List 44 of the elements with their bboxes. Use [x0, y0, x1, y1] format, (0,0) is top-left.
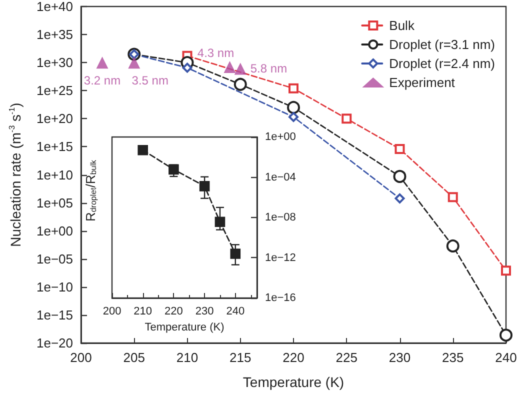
legend-label: Bulk [389, 18, 415, 33]
y-tick-label: 1e−15 [36, 307, 73, 322]
y-tick-label: 1e+15 [36, 139, 73, 154]
y-tick-label: 1e+25 [36, 83, 73, 98]
x-tick-label: 230 [388, 350, 411, 365]
x-axis-title: Temperature (K) [144, 322, 224, 334]
y-tick-label: 1e+30 [36, 55, 73, 70]
y-tick-label: 1e+40 [36, 0, 73, 14]
x-tick-label: 210 [176, 350, 198, 365]
annotation: 3.5 nm [132, 74, 168, 88]
x-tick-label: 220 [164, 306, 183, 318]
x-tick-label: 210 [134, 306, 152, 318]
x-tick-label: 205 [123, 350, 145, 365]
x-tick-label: 215 [230, 350, 252, 365]
x-tick-label: 220 [282, 350, 304, 365]
x-tick-label: 200 [102, 306, 122, 318]
annotation: 5.8 nm [250, 62, 288, 76]
x-tick-label: 235 [442, 350, 464, 365]
x-tick-label: 225 [336, 350, 358, 365]
y-tick-label: 1e+35 [36, 27, 73, 42]
x-tick-label: 240 [495, 350, 517, 365]
y-tick-label: 1e−20 [36, 336, 73, 350]
y-tick-label: 1e+05 [36, 195, 73, 210]
y-axis-title: Nucleation rate (m-3 s-1) [8, 102, 24, 247]
y-tick-label: 1e+00 [36, 223, 73, 238]
y-tick-label: 1e+00 [265, 131, 296, 143]
legend-label: Droplet (r=2.4 nm) [389, 56, 496, 71]
x-tick-label: 240 [226, 306, 245, 318]
annotation: 3.2 nm [84, 74, 121, 88]
y-tick-label: 1e+10 [36, 167, 73, 182]
y-tick-label: 1e−16 [265, 292, 296, 304]
legend-label: Experiment [389, 75, 456, 90]
x-tick-label: 200 [70, 350, 92, 365]
y-tick-label: 1e−04 [265, 171, 296, 184]
x-tick-label: 230 [195, 306, 214, 318]
y-tick-label: 1e−08 [265, 212, 296, 224]
annotation: 4.3 nm [197, 46, 234, 60]
y-tick-label: 1e−05 [36, 251, 73, 266]
y-tick-label: 1e−10 [36, 279, 73, 294]
y-axis-title: Rdroplet/Rbulk [83, 159, 98, 222]
y-tick-label: 1e−12 [265, 252, 296, 264]
legend-label: Droplet (r=3.1 nm) [389, 37, 496, 52]
y-tick-label: 1e+20 [36, 111, 73, 126]
x-axis-title: Temperature (K) [242, 374, 344, 390]
